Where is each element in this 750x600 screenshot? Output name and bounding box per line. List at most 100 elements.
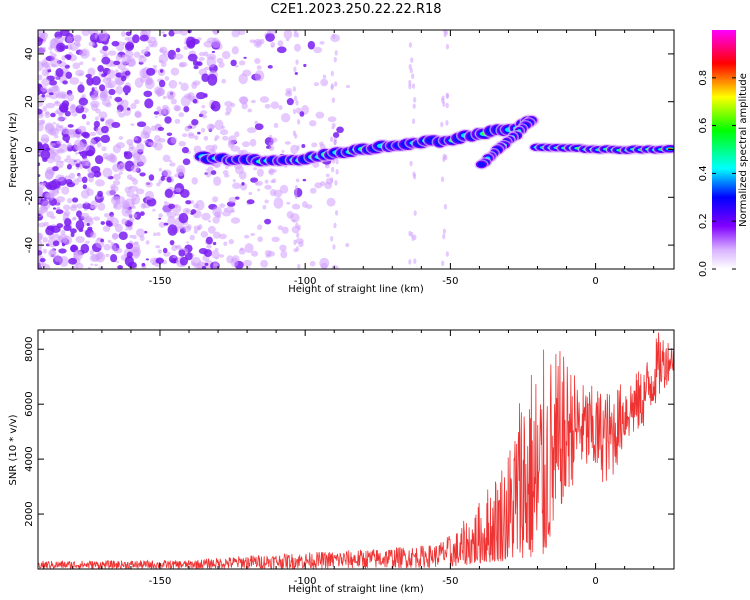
spectrogram-noise-cell: [162, 95, 167, 100]
spectrogram-noise-cell: [42, 248, 48, 254]
spectrogram-streak-cell: [443, 203, 448, 210]
spectrogram-noise-cell: [75, 262, 84, 269]
spectrogram-noise-cell: [102, 167, 113, 178]
spectrogram-noise-cell: [71, 217, 76, 221]
spectrogram-axes: -150 -100 -50 0 -40 -20 0 20 40: [24, 30, 674, 287]
spectrogram-noise-cell: [158, 213, 163, 218]
spectrogram-noise-cell: [154, 115, 159, 118]
spectrogram-noise-cell: [313, 46, 323, 54]
spectrogram-noise-cell: [44, 169, 54, 180]
spectrogram-noise-cell: [148, 174, 155, 181]
spectrogram-image: [38, 30, 674, 269]
spectrogram-streak-cell: [411, 235, 415, 242]
spectrogram-noise-cell: [180, 95, 191, 107]
spectrogram-streak-cell: [411, 73, 415, 79]
spectrogram-noise-cell: [66, 129, 75, 136]
spectrogram-noise-cell: [132, 234, 137, 240]
spectrogram-noise-cell: [118, 112, 125, 118]
spectrogram-noise-cell: [66, 181, 76, 188]
spectrogram-noise-cell: [114, 96, 123, 103]
spectrogram-noise-cell: [212, 260, 219, 267]
spectrogram-noise-cell: [100, 134, 111, 144]
spectrogram-noise-cell: [63, 224, 72, 232]
spectrogram-noise-cell: [223, 241, 228, 247]
spectrogram-noise-cell: [162, 247, 168, 254]
spectrogram-noise-cell: [175, 47, 181, 53]
spectrogram-streak-cell: [295, 32, 299, 38]
colorbar-tick-label: 0.6: [698, 118, 709, 134]
spectrogram-noise-cell: [190, 209, 197, 215]
spectrogram-noise-cell: [234, 131, 240, 138]
spectrogram-noise-cell: [105, 220, 112, 226]
snr-x-tick-label: -50: [442, 576, 458, 587]
spectrogram-noise-cell: [117, 265, 123, 269]
spectrogram-noise-cell: [58, 124, 64, 129]
spectrogram-noise-cell: [191, 81, 198, 89]
spectrogram-noise-cell: [126, 138, 134, 146]
snr-y-tick-label: 8000: [24, 337, 35, 362]
spectrogram-noise-cell: [201, 212, 211, 221]
spectrogram-noise-cell: [327, 116, 337, 123]
spectrogram-noise-cell: [132, 34, 140, 44]
spectrogram-noise-cell: [126, 107, 131, 111]
spectrogram-noise-cell: [250, 99, 256, 104]
spectrogram-noise-cell: [110, 254, 118, 263]
spectrogram-streak-cell: [295, 99, 299, 106]
spectrogram-noise-cell: [132, 249, 141, 259]
spectrogram-noise-cell: [309, 120, 317, 127]
snr-panel: -150 -100 -50 0 2000 4000 6000 8000 Height of s…: [8, 329, 675, 595]
spectrogram-noise-cell: [78, 97, 89, 106]
spectrogram-y-tick-label: 0: [24, 146, 35, 152]
spectrogram-noise-cell: [70, 232, 75, 238]
spectrogram-noise-cell: [225, 166, 229, 169]
spectrogram-noise-cell: [94, 263, 98, 267]
spectrogram-noise-cell: [264, 218, 272, 225]
spectrogram-noise-cell: [53, 36, 64, 45]
spectrogram-noise-cell: [67, 142, 72, 148]
spectrogram-noise-cell: [309, 187, 317, 194]
spectrogram-noise-cell: [191, 256, 201, 267]
spectrogram-noise-cell: [307, 40, 316, 50]
spectrogram-noise-cell: [129, 234, 134, 239]
spectrogram-noise-cell: [203, 51, 209, 57]
spectrogram-noise-cell: [331, 265, 339, 269]
spectrogram-noise-cell: [294, 72, 298, 75]
spectrogram-noise-cell: [65, 139, 69, 144]
spectrogram-noise-cell: [108, 95, 113, 100]
spectrogram-noise-cell: [41, 78, 51, 87]
spectrogram-noise-cell: [78, 151, 82, 155]
spectrogram-noise-cell: [219, 129, 229, 136]
spectrogram-noise-cell: [163, 222, 169, 226]
spectrogram-noise-cell: [103, 212, 111, 218]
spectrogram-noise-cell: [124, 70, 131, 76]
spectrogram-noise-cell: [189, 234, 195, 241]
snr-y-tick-label: 2000: [24, 501, 35, 526]
spectrogram-noise-cell: [278, 105, 283, 111]
spectrogram-noise-cell: [259, 96, 270, 103]
spectrogram-noise-cell: [212, 241, 217, 246]
spectrogram-noise-cell: [254, 58, 261, 64]
spectrogram-noise-cell: [64, 45, 69, 50]
snr-x-tick-label: -150: [149, 576, 172, 587]
spectrogram-noise-cell: [139, 68, 149, 79]
spectrogram-noise-cell: [174, 118, 181, 124]
spectrogram-noise-cell: [166, 132, 173, 136]
spectrogram-streak-cell: [441, 260, 445, 267]
spectrogram-noise-cell: [67, 197, 73, 204]
spectrogram-noise-cell: [153, 111, 160, 115]
spectrogram-noise-cell: [40, 182, 47, 186]
spectrogram-noise-cell: [72, 197, 79, 203]
spectrogram-noise-cell: [145, 258, 149, 261]
spectrogram-streak-cell: [412, 103, 416, 109]
spectrogram-noise-cell: [136, 142, 145, 153]
spectrogram-noise-cell: [336, 126, 344, 134]
spectrogram-noise-cell: [232, 179, 236, 183]
spectrogram-noise-cell: [130, 103, 137, 110]
spectrogram-streak-cell: [334, 210, 339, 216]
spectrogram-noise-cell: [82, 150, 89, 157]
spectrogram-noise-cell: [85, 187, 91, 191]
spectrogram-noise-cell: [38, 60, 44, 72]
spectrogram-noise-cell: [45, 111, 49, 116]
spectrogram-noise-cell: [86, 121, 90, 126]
spectrogram-noise-cell: [230, 145, 241, 152]
